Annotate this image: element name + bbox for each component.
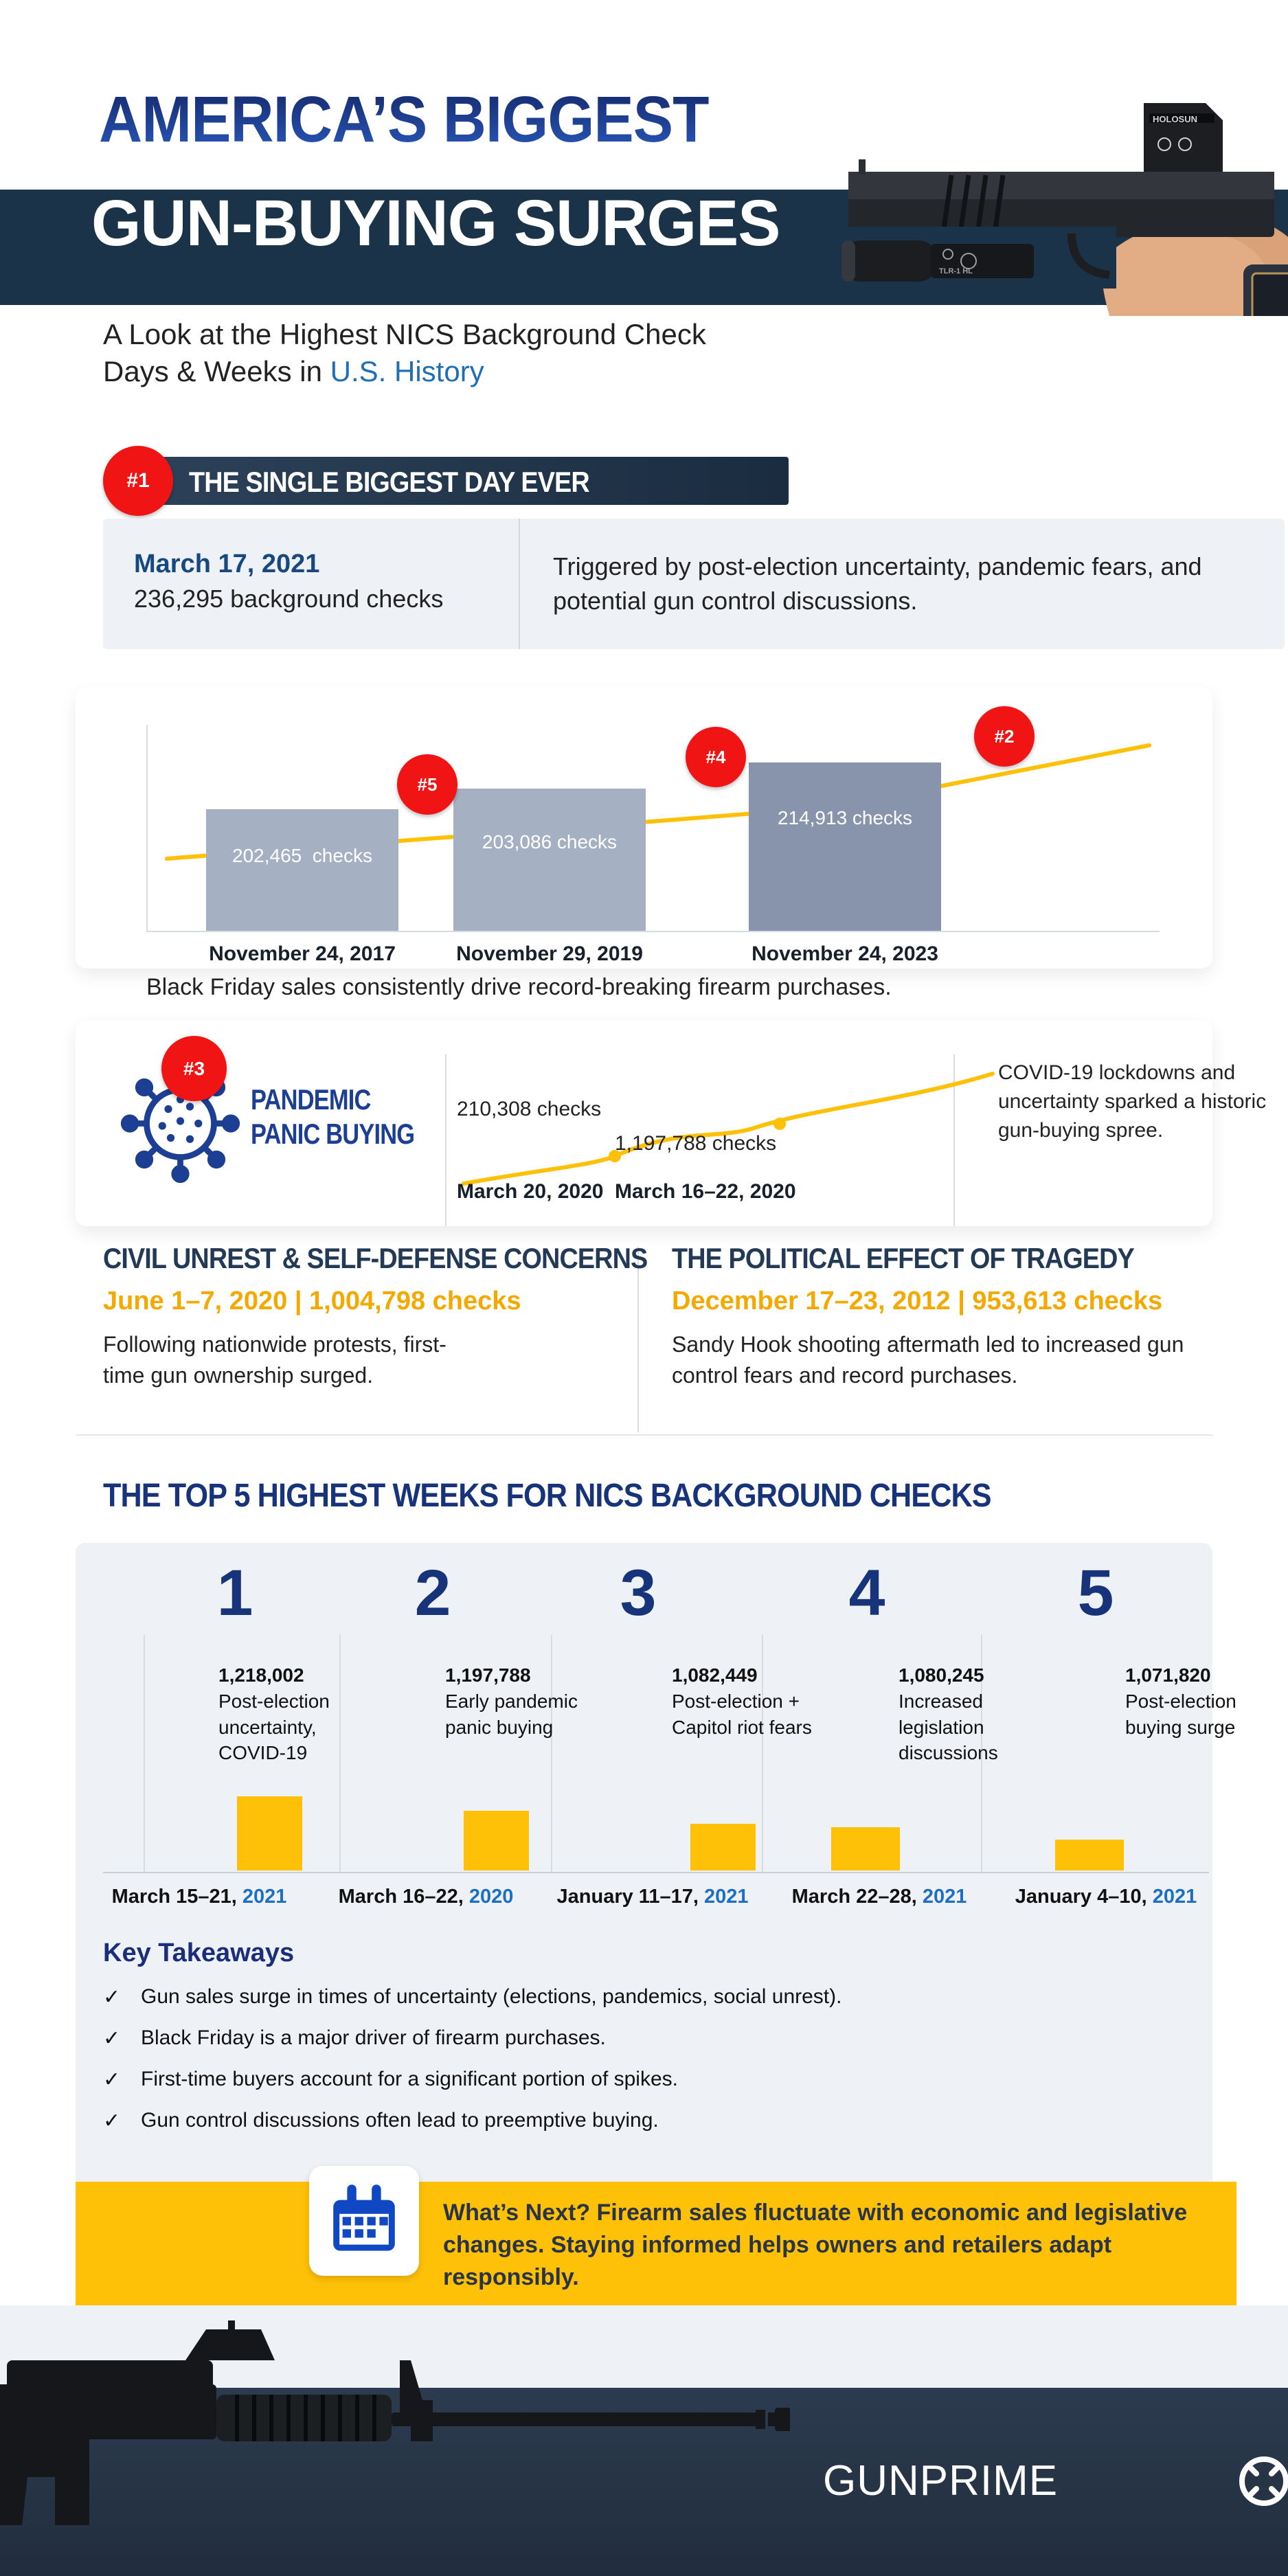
svg-text:HOLOSUN: HOLOSUN: [1153, 114, 1197, 124]
svg-text:GUNPRIME: GUNPRIME: [823, 2457, 1058, 2505]
svg-text:TLR-1 HL: TLR-1 HL: [939, 267, 973, 275]
